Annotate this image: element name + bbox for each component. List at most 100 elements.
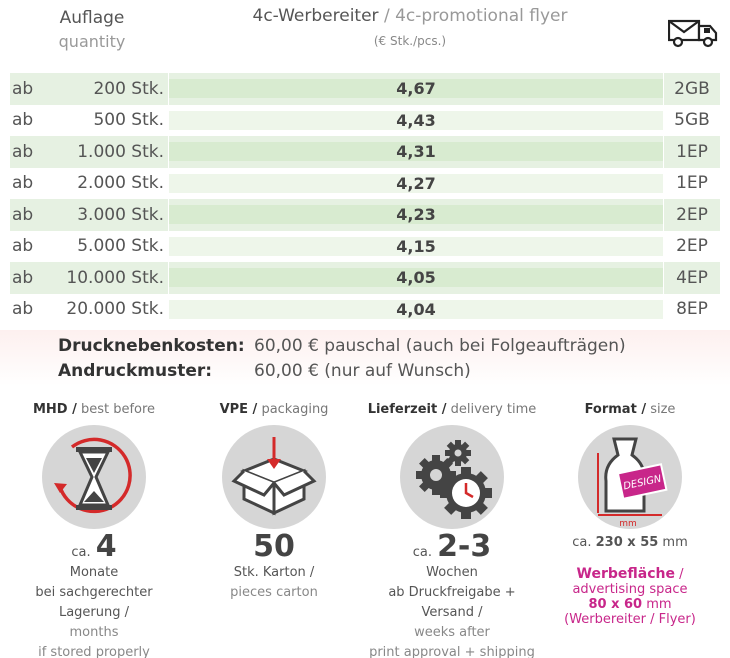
andruck-label: Andruckmuster: (58, 361, 213, 381)
mhd-line3: months (69, 625, 119, 640)
druck-cost-line: Drucknebenkosten: 60,00 € pauschal (auch… (58, 336, 626, 356)
size-ca: ca. (572, 535, 596, 550)
row-divider (168, 73, 169, 105)
price-table: ab 200 Stk. 4,67 2GB ab 500 Stk. 4,43 5GB ab 1.00… (10, 73, 720, 325)
werbe-sep: / (674, 567, 684, 582)
vpe-title-en: packaging (257, 402, 329, 417)
druck-label: Drucknebenkosten: (58, 336, 245, 356)
table-row: ab 20.000 Stk. 4,04 8EP (10, 293, 720, 325)
row-price: 4,43 (169, 110, 663, 130)
row-ab: ab (12, 299, 34, 320)
row-packaging: 1EP (676, 173, 708, 194)
werbe-size: 80 x 60 (588, 597, 643, 612)
row-quantity: 5.000 Stk. (77, 236, 164, 257)
delivery-value: 2-3 (437, 529, 492, 564)
product-title: 4c-Werbereiter / 4c-promotional flyer (€… (200, 6, 620, 48)
table-row: ab 1.000 Stk. 4,31 1EP (10, 136, 720, 168)
row-price: 4,15 (169, 236, 663, 256)
row-divider (168, 262, 169, 294)
row-divider (663, 136, 664, 168)
quantity-header: Auflage quantity (52, 8, 132, 51)
table-row: ab 500 Stk. 4,43 5GB (10, 104, 720, 136)
mhd-value: 4 (95, 529, 117, 564)
size-value: 230 x 55 (595, 535, 659, 550)
row-divider (663, 230, 664, 262)
delivery-line1: Wochen (426, 565, 478, 580)
vpe-line2: pieces carton (230, 585, 318, 600)
row-divider (168, 293, 169, 325)
row-divider (168, 136, 169, 168)
title-sep: / (378, 6, 396, 26)
table-row: ab 200 Stk. 4,67 2GB (10, 73, 720, 105)
row-ab: ab (12, 236, 34, 257)
box-icon (222, 425, 326, 529)
andruck-value: 60,00 € (nur auf Wunsch) (254, 361, 471, 381)
table-row: ab 5.000 Stk. 4,15 2EP (10, 230, 720, 262)
bottle-design-icon: DESIGN mm (578, 425, 682, 529)
row-divider (663, 104, 664, 136)
werbe-unit: mm (642, 597, 672, 612)
table-row: ab 3.000 Stk. 4,23 2EP (10, 199, 720, 231)
row-divider (663, 167, 664, 199)
mhd-line2: bei sachgerechter Lagerung / (35, 585, 153, 620)
row-price: 4,67 (169, 79, 663, 99)
row-quantity: 20.000 Stk. (66, 299, 164, 320)
title-en: 4c-promotional flyer (395, 6, 568, 26)
row-ab: ab (12, 204, 34, 225)
delivery-title-de: Lieferzeit / (367, 402, 447, 417)
row-quantity: 1.000 Stk. (77, 141, 164, 162)
delivery-line4: print approval + shipping (369, 645, 535, 658)
row-packaging: 5GB (674, 110, 710, 131)
andruck-cost-line: Andruckmuster: 60,00 € (nur auf Wunsch) (58, 361, 471, 381)
row-ab: ab (12, 141, 34, 162)
mhd-line1: Monate (69, 565, 119, 580)
format-size-line: ca. 230 x 55 mm (540, 533, 720, 553)
title-de: 4c-Werbereiter (252, 6, 379, 26)
vpe-title-de: VPE / (219, 402, 258, 417)
delivery-line3: weeks after (414, 625, 490, 640)
mhd-title-en: best before (76, 402, 156, 417)
row-price: 4,31 (169, 142, 663, 162)
row-divider (663, 262, 664, 294)
row-packaging: 2EP (676, 204, 708, 225)
quantity-header-de: Auflage (59, 8, 125, 28)
row-price: 4,04 (169, 299, 663, 319)
row-divider (168, 167, 169, 199)
row-divider (663, 293, 664, 325)
row-ab: ab (12, 267, 34, 288)
vpe-line1: Stk. Karton / (233, 565, 315, 580)
row-divider (663, 199, 664, 231)
format-title-en: size (646, 402, 676, 417)
delivery-ca: ca. (412, 545, 432, 560)
row-divider (663, 73, 664, 105)
hourglass-icon (42, 425, 146, 529)
druck-value: 60,00 € pauschal (auch bei Folgeaufträge… (254, 336, 626, 356)
werbe-title-de: Werbefläche (576, 566, 675, 582)
row-price: 4,05 (169, 268, 663, 288)
mhd-line4: if stored properly (38, 645, 150, 658)
werbe-note: (Werbereiter / Flyer) (564, 612, 696, 627)
row-price: 4,23 (169, 205, 663, 225)
table-row: ab 10.000 Stk. 4,05 4EP (10, 262, 720, 294)
werbe-title-en: advertising space (572, 582, 688, 597)
quantity-header-en: quantity (58, 32, 126, 51)
mhd-ca: ca. (71, 545, 91, 560)
row-packaging: 8EP (676, 299, 708, 320)
row-price: 4,27 (169, 173, 663, 193)
table-row: ab 2.000 Stk. 4,27 1EP (10, 167, 720, 199)
delivery-column: Lieferzeit / delivery time (362, 402, 542, 658)
row-ab: ab (12, 78, 34, 99)
mhd-title-de: MHD / (32, 402, 77, 417)
row-quantity: 500 Stk. (93, 110, 164, 131)
row-ab: ab (12, 110, 34, 131)
delivery-line2: ab Druckfreigabe + Versand / (388, 585, 516, 620)
row-ab: ab (12, 173, 34, 194)
row-divider (168, 104, 169, 136)
row-quantity: 2.000 Stk. (77, 173, 164, 194)
mhd-column: MHD / best before ca. 4 Monate bei sachg… (4, 402, 184, 658)
vpe-value: 50 (253, 529, 295, 564)
row-quantity: 200 Stk. (93, 78, 164, 99)
size-unit: mm (658, 535, 688, 550)
price-unit: (€ Stk./pcs.) (373, 34, 447, 48)
row-quantity: 3.000 Stk. (77, 204, 164, 225)
